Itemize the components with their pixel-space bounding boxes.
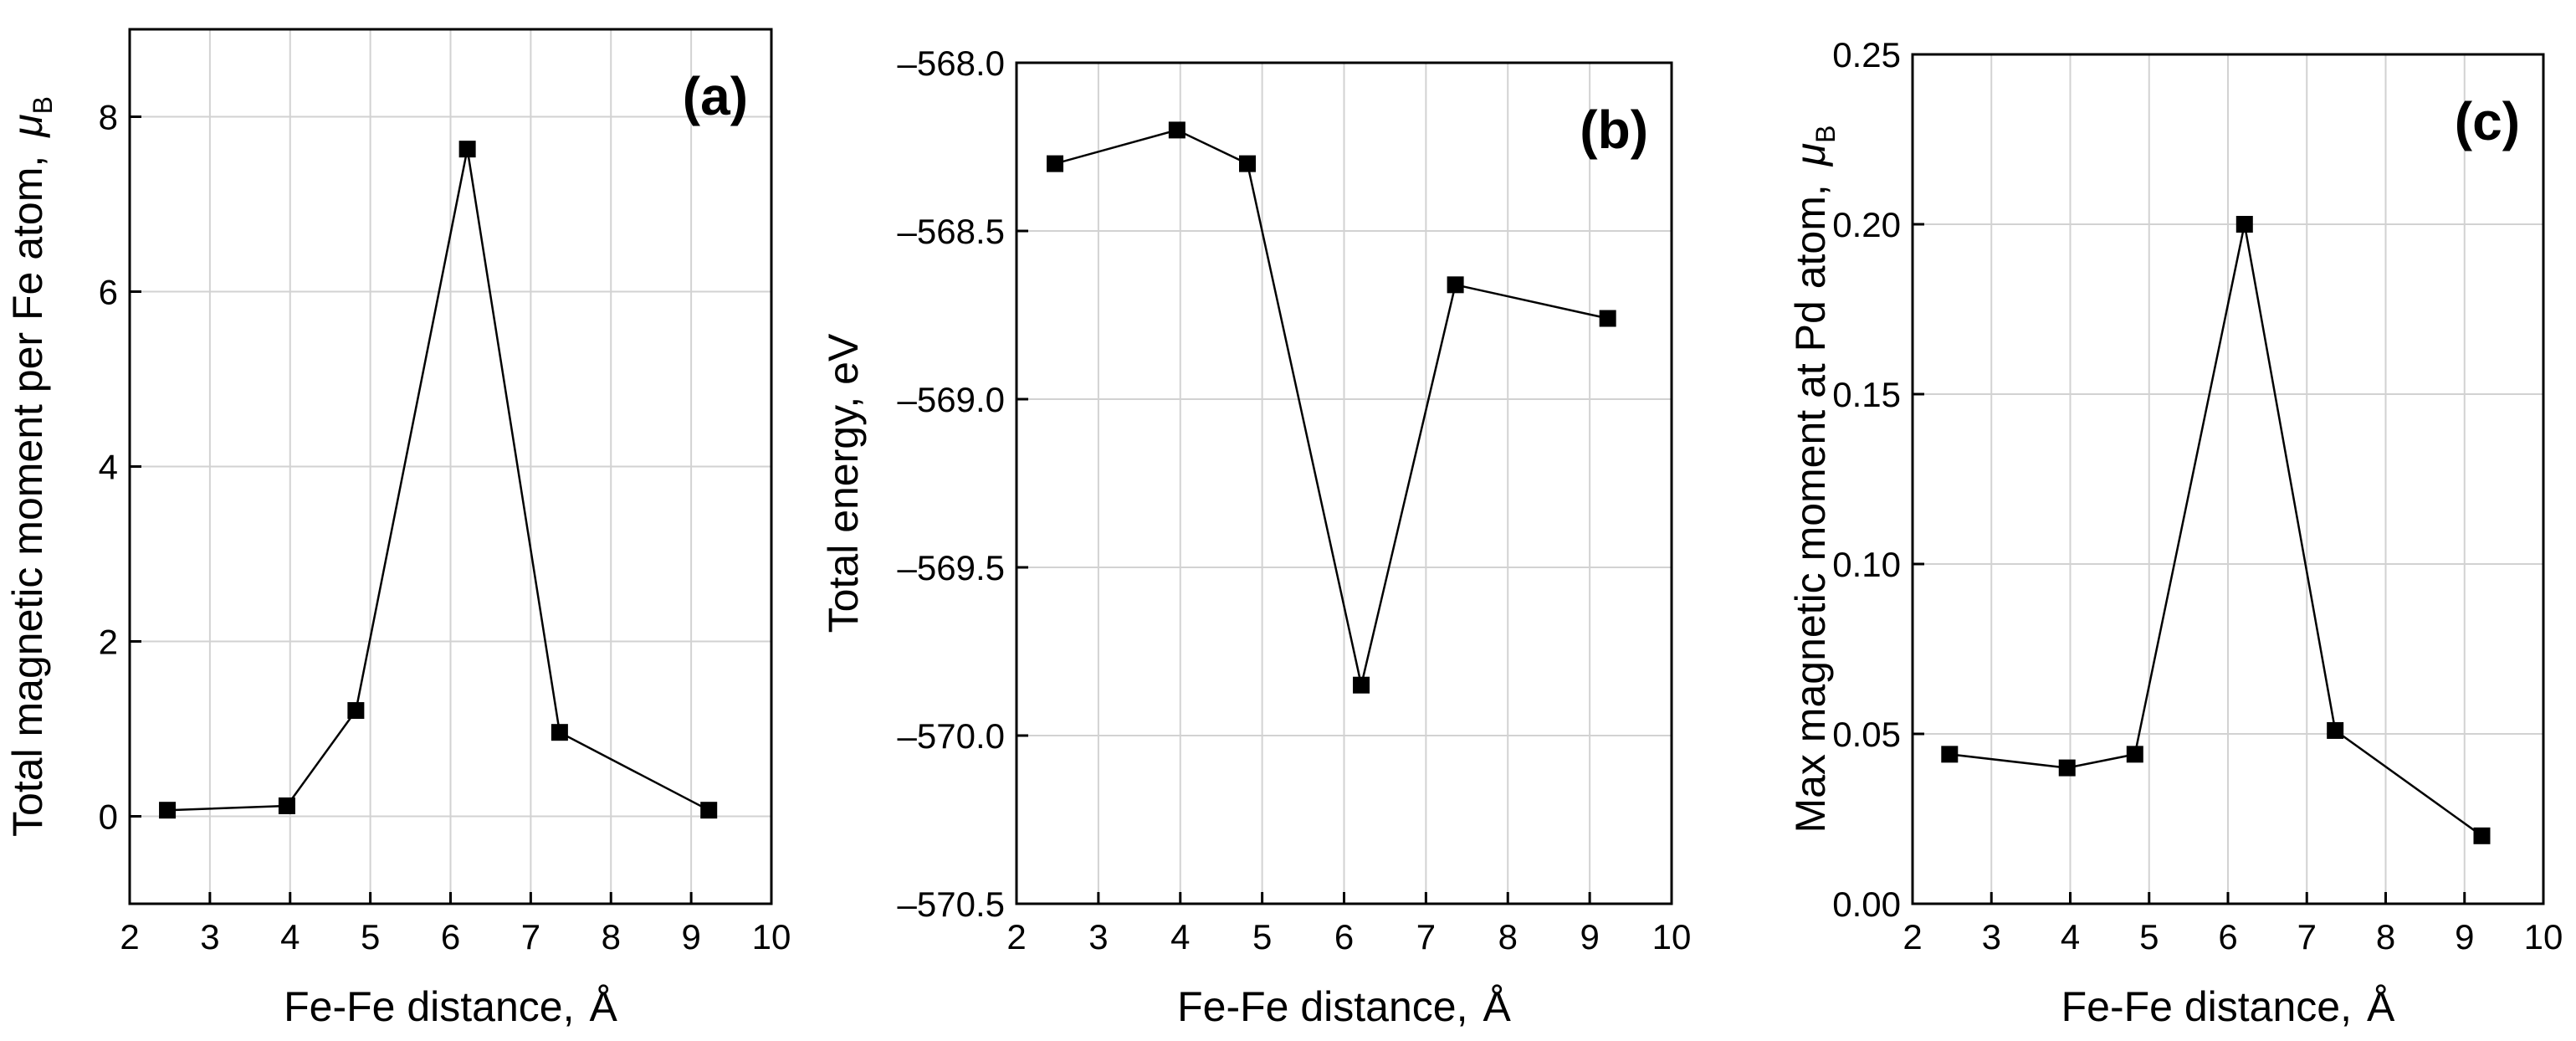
data-point	[1047, 155, 1064, 172]
data-point	[2126, 746, 2143, 763]
x-tick-label: 7	[2297, 917, 2317, 956]
y-axis-title: Max magnetic moment at Pd atom, μB	[1787, 125, 1841, 833]
y-axis-unit-subscript: B	[1810, 125, 1841, 142]
data-point	[700, 802, 718, 819]
x-tick-label: 8	[602, 917, 621, 956]
y-tick-label: 4	[99, 448, 118, 487]
y-tick-label: 0.10	[1832, 545, 1901, 584]
series-line	[1949, 223, 2483, 837]
y-tick-label: 0.25	[1832, 35, 1901, 74]
data-point	[1353, 676, 1370, 694]
y-tick-label: 0.15	[1832, 375, 1901, 414]
x-tick-label: 10	[2524, 917, 2563, 956]
series-line	[1054, 129, 1608, 685]
y-tick-label: –570.0	[898, 716, 1005, 756]
x-axis-label: Fe-Fe distance,	[284, 983, 574, 1030]
panel-1: 2 3 4 5 6 7 8 9 10 0 2 4 6 8 Fe-Fe distance, Å Total mag…	[4, 28, 791, 1030]
y-axis-title: Total magnetic moment per Fe atom, μB	[4, 96, 58, 837]
y-axis-label: Total magnetic moment per Fe atom,	[4, 156, 51, 837]
x-tick-label: 6	[2218, 917, 2237, 956]
x-axis-title: Fe-Fe distance, Å	[1177, 983, 1511, 1030]
x-tick-label: 2	[120, 917, 139, 956]
y-axis-unit-symbol: μ	[4, 114, 51, 138]
data-point	[159, 802, 177, 819]
y-tick-label: –568.0	[898, 44, 1005, 83]
y-tick-label: 6	[99, 273, 118, 312]
x-axis-unit: Å	[1483, 983, 1512, 1030]
y-tick-label: –569.0	[898, 380, 1005, 419]
data-point	[458, 141, 476, 158]
x-tick-label: 10	[752, 917, 791, 956]
x-tick-label: 6	[1334, 917, 1354, 956]
data-point	[2473, 827, 2491, 844]
x-tick-label: 6	[441, 917, 460, 956]
y-axis-unit-symbol: μ	[1787, 143, 1834, 167]
y-tick-label: –568.5	[898, 212, 1005, 251]
y-tick-label: 0.20	[1832, 205, 1901, 244]
data-point	[1447, 276, 1464, 294]
y-axis-label: Max magnetic moment at Pd atom,	[1787, 184, 1834, 833]
x-tick-label: 3	[1088, 917, 1108, 956]
series-line	[167, 148, 709, 812]
y-tick-label: 8	[99, 98, 118, 137]
x-axis-unit: Å	[2367, 983, 2395, 1030]
x-tick-label: 5	[1252, 917, 1272, 956]
y-tick-label: –570.5	[898, 885, 1005, 924]
y-tick-label: 2	[99, 623, 118, 662]
y-axis-label: Total energy, eV	[820, 333, 867, 633]
x-tick-label: 8	[2376, 917, 2395, 956]
x-tick-label: 9	[1580, 917, 1599, 956]
data-point	[2058, 759, 2076, 777]
x-tick-label: 3	[200, 917, 219, 956]
panel-2: 2 3 4 5 6 7 8 9 10 –568.0 –568.5 –569.0 –569.5 –570.0…	[820, 44, 1691, 1030]
x-tick-label: 2	[1006, 917, 1026, 956]
x-tick-label: 4	[2061, 917, 2080, 956]
data-point	[1168, 121, 1186, 139]
x-axis-label: Fe-Fe distance,	[2061, 983, 2352, 1030]
panel-label: (c)	[2455, 91, 2520, 151]
y-axis-title: Total energy, eV	[820, 333, 867, 633]
x-tick-label: 4	[280, 917, 300, 956]
x-tick-label: 4	[1170, 917, 1190, 956]
x-axis-title: Fe-Fe distance, Å	[284, 983, 617, 1030]
panel-label: (a)	[683, 66, 748, 126]
y-tick-label: 0	[99, 797, 118, 837]
x-tick-label: 2	[1903, 917, 1922, 956]
data-point	[278, 797, 295, 814]
x-tick-label: 3	[1982, 917, 2001, 956]
data-point	[2235, 216, 2253, 233]
panel-3: 2 3 4 5 6 7 8 9 10 0.00 0.05 0.10 0.15 0.20 0.25 Fe-Fe …	[1787, 35, 2563, 1030]
data-point	[2327, 721, 2344, 739]
x-tick-label: 8	[1498, 917, 1518, 956]
x-tick-label: 5	[2139, 917, 2159, 956]
data-point	[1941, 746, 1959, 763]
x-tick-label: 9	[2455, 917, 2474, 956]
x-tick-label: 9	[681, 917, 700, 956]
x-tick-label: 7	[521, 917, 540, 956]
x-tick-label: 10	[1652, 917, 1692, 956]
y-tick-label: 0.00	[1832, 885, 1901, 924]
x-tick-label: 7	[1416, 917, 1436, 956]
data-point	[347, 702, 365, 720]
y-tick-label: 0.05	[1832, 715, 1901, 754]
y-tick-label: –569.5	[898, 548, 1005, 587]
data-point	[1599, 310, 1616, 327]
data-point	[551, 724, 568, 741]
data-point	[1239, 155, 1257, 172]
x-axis-label: Fe-Fe distance,	[1177, 983, 1467, 1030]
x-tick-label: 5	[361, 917, 380, 956]
x-axis-title: Fe-Fe distance, Å	[2061, 983, 2395, 1030]
y-axis-unit-subscript: B	[28, 96, 58, 114]
panel-label: (b)	[1580, 100, 1648, 160]
x-axis-unit: Å	[590, 983, 618, 1030]
